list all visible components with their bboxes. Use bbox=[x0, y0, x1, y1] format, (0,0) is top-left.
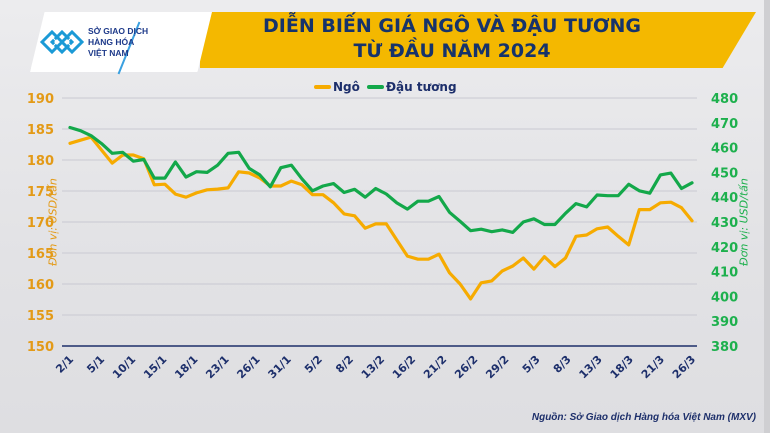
x-axis-tick-label: 8/3 bbox=[551, 353, 574, 376]
logo-text-line: SỞ GIAO DỊCH bbox=[88, 26, 149, 36]
logo-text: SỞ GIAO DỊCH HÀNG HÓA VIỆT NAM bbox=[88, 26, 148, 59]
x-axis-tick-label: 26/2 bbox=[452, 353, 480, 381]
x-axis-tick-label: 21/3 bbox=[639, 353, 667, 381]
right-axis-tick-label: 480 bbox=[711, 92, 738, 107]
x-axis-tick-label: 8/2 bbox=[333, 353, 356, 376]
chart-title: DIỄN BIẾN GIÁ NGÔ VÀ ĐẬU TƯƠNG TỪ ĐẦU NĂ… bbox=[232, 14, 672, 64]
series-line-soy bbox=[68, 125, 694, 234]
x-axis-tick-label: 18/1 bbox=[172, 353, 200, 381]
chart-title-line-2: TỪ ĐẦU NĂM 2024 bbox=[353, 40, 551, 62]
x-axis-tick-label: 13/2 bbox=[359, 353, 387, 381]
frame-edge bbox=[764, 0, 770, 433]
x-axis-tick-label: 5/3 bbox=[520, 353, 543, 376]
x-axis-tick-label: 2/1 bbox=[53, 353, 76, 376]
legend-swatch-soy bbox=[367, 85, 384, 89]
right-axis-tick-label: 380 bbox=[711, 340, 738, 355]
left-axis-tick-label: 185 bbox=[27, 123, 54, 138]
mxv-logo-icon bbox=[39, 29, 85, 55]
right-axis-tick-label: 440 bbox=[711, 191, 738, 206]
x-axis-tick-label: 16/2 bbox=[390, 353, 418, 381]
x-axis-tick-label: 5/2 bbox=[302, 353, 325, 376]
chart-title-line-1: DIỄN BIẾN GIÁ NGÔ VÀ ĐẬU TƯƠNG bbox=[263, 15, 641, 37]
x-axis-tick-label: 10/1 bbox=[110, 353, 138, 381]
legend-label-corn: Ngô bbox=[333, 80, 360, 94]
right-axis-tick-label: 400 bbox=[711, 290, 738, 305]
legend-swatch-corn bbox=[314, 85, 331, 89]
right-axis-tick-label: 410 bbox=[711, 266, 738, 281]
x-axis-tick-label: 26/3 bbox=[670, 353, 698, 381]
x-axis-tick-label: 13/3 bbox=[577, 353, 605, 381]
left-axis-tick-label: 170 bbox=[27, 216, 54, 231]
logo-text-line: VIỆT NAM bbox=[88, 48, 129, 58]
x-axis-tick-label: 18/3 bbox=[608, 353, 636, 381]
x-axis-tick-label: 23/1 bbox=[203, 353, 231, 381]
left-axis-tick-label: 160 bbox=[27, 278, 54, 293]
left-axis-tick-label: 190 bbox=[27, 92, 54, 107]
logo-text-line: HÀNG HÓA bbox=[88, 37, 135, 47]
left-axis-tick-label: 175 bbox=[27, 185, 54, 200]
legend: Ngô Đậu tương bbox=[0, 80, 770, 100]
x-axis-tick-label: 31/1 bbox=[266, 353, 294, 381]
series-line-corn bbox=[68, 135, 694, 301]
right-axis-tick-label: 470 bbox=[711, 117, 738, 132]
title-band bbox=[200, 12, 756, 68]
x-axis-tick-label: 29/2 bbox=[483, 353, 511, 381]
right-axis-tick-label: 390 bbox=[711, 315, 738, 330]
right-axis-tick-label: 450 bbox=[711, 166, 738, 181]
legend-item-soy: Đậu tương bbox=[367, 80, 457, 94]
right-axis-tick-label: 430 bbox=[711, 216, 738, 231]
left-axis-tick-label: 180 bbox=[27, 154, 54, 169]
left-axis-tick-label: 165 bbox=[27, 247, 54, 262]
x-axis-tick-label: 26/1 bbox=[234, 353, 262, 381]
source-note: Nguồn: Sở Giao dịch Hàng hóa Việt Nam (M… bbox=[531, 412, 756, 423]
x-axis-tick-label: 5/1 bbox=[84, 353, 107, 376]
left-axis-tick-label: 155 bbox=[27, 309, 54, 324]
right-axis-tick-label: 460 bbox=[711, 142, 738, 157]
legend-label-soy: Đậu tương bbox=[386, 80, 457, 94]
legend-item-corn: Ngô bbox=[314, 80, 360, 94]
x-axis-tick-label: 21/2 bbox=[421, 353, 449, 381]
left-axis-tick-label: 150 bbox=[27, 340, 54, 355]
right-axis-tick-label: 420 bbox=[711, 241, 738, 256]
x-axis-tick-label: 15/1 bbox=[141, 353, 169, 381]
